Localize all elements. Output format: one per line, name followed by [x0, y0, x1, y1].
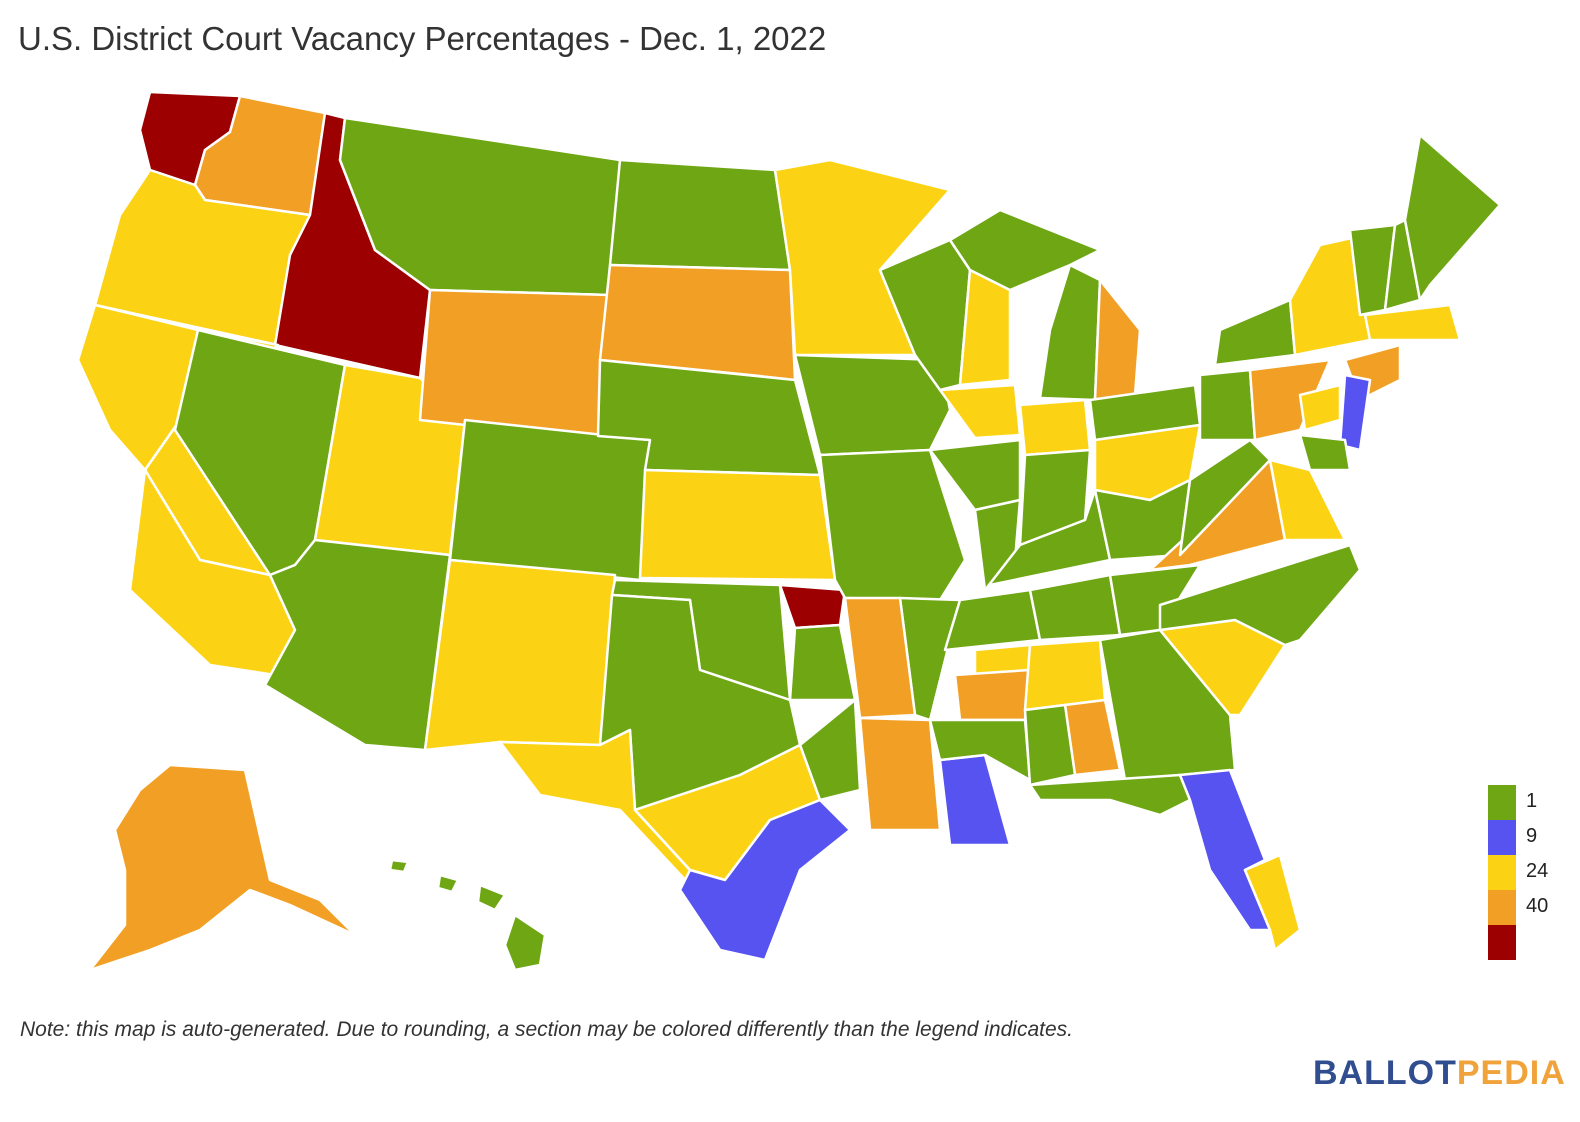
district-colorado	[448, 418, 652, 582]
district-pennsylvania-east	[1298, 383, 1342, 432]
district-massachusetts	[1363, 303, 1462, 342]
district-louisiana-east	[938, 753, 1012, 847]
district-georgia	[1098, 628, 1237, 782]
district-new-mexico	[423, 558, 617, 752]
district-oklahoma-east	[788, 623, 857, 702]
district-north-carolina	[1158, 543, 1362, 647]
map-title: U.S. District Court Vacancy Percentages …	[18, 20, 827, 57]
district-mississippi-southern	[928, 718, 1032, 782]
legend-swatch-orange	[1488, 890, 1516, 925]
legend-swatch-green	[1488, 785, 1516, 820]
legend-tick-40: 40	[1526, 895, 1549, 917]
district-tennessee-west	[943, 588, 1042, 652]
district-alaska	[88, 763, 357, 972]
brand-part2: PEDIA	[1456, 1054, 1566, 1092]
district-hawaii-kauai	[388, 858, 410, 874]
district-wyoming	[418, 288, 612, 442]
ballotpedia-logo: BALLOTPEDIA	[1313, 1054, 1566, 1093]
district-pennsylvania-west	[1198, 368, 1257, 442]
district-alabama-north	[1023, 638, 1107, 712]
district-illinois-north	[938, 383, 1022, 440]
district-florida-middle	[1178, 768, 1272, 932]
map-note: Note: this map is auto-generated. Due to…	[20, 1018, 1073, 1041]
district-arizona	[263, 538, 452, 752]
legend-tick-9: 9	[1526, 825, 1538, 847]
legend-swatch-yellow	[1488, 855, 1516, 890]
brand-part1: BALLOT	[1313, 1054, 1457, 1092]
legend-swatch-red	[1488, 925, 1516, 960]
district-alabama-south	[1023, 703, 1077, 787]
district-iowa	[793, 353, 952, 457]
district-florida-north	[1028, 773, 1192, 817]
legend-tick-24: 24	[1526, 860, 1549, 882]
district-virginia-east	[1268, 458, 1347, 542]
district-louisiana-west	[858, 716, 942, 832]
district-maine	[1403, 133, 1502, 302]
district-north-dakota	[608, 158, 792, 272]
district-tennessee-middle	[1028, 573, 1122, 642]
district-indiana-north	[1018, 398, 1092, 457]
district-missouri	[818, 448, 967, 602]
district-michigan-west	[1038, 263, 1102, 402]
district-west-virginia	[1178, 438, 1272, 557]
district-pennsylvania-middle	[1248, 358, 1332, 442]
district-new-york-west	[1213, 298, 1297, 367]
district-maryland	[1298, 433, 1352, 472]
district-new-jersey	[1338, 373, 1372, 452]
legend-tick-1: 1	[1526, 790, 1538, 812]
district-oklahoma-north	[778, 583, 847, 630]
district-texas-south	[678, 798, 852, 962]
district-arkansas-west	[843, 596, 917, 720]
district-hawaii-maui	[476, 883, 507, 912]
district-kansas	[638, 468, 837, 582]
district-hawaii-big-island	[503, 913, 547, 972]
district-hawaii-oahu	[436, 873, 460, 894]
district-florida-south	[1243, 853, 1302, 952]
district-mississippi-south	[953, 668, 1032, 722]
us-district-map	[76, 90, 1502, 972]
legend-swatch-blue	[1488, 820, 1516, 855]
district-michigan-upper	[948, 208, 1102, 292]
district-michigan-east	[1093, 278, 1142, 402]
